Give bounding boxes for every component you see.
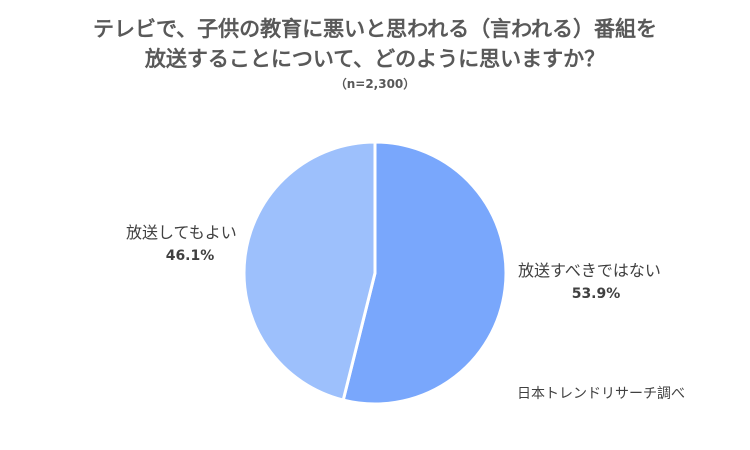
pie-labels: 放送すべきではない 53.9% 放送してもよい 46.1%	[126, 223, 661, 302]
chart-title: テレビで、子供の教育に悪いと思われる（言われる）番組を 放送することについて、ど…	[0, 14, 750, 74]
source-note: 日本トレンドリサーチ調べ	[517, 386, 685, 402]
pie-slice	[242, 140, 377, 402]
slice-label: 放送すべきではない	[518, 261, 661, 280]
chart-title-line1: テレビで、子供の教育に悪いと思われる（言われる）番組を	[92, 17, 658, 41]
chart-title-line2: 放送することについて、どのように思いますか？	[144, 47, 606, 71]
slice-value-label: 46.1%	[166, 248, 215, 264]
slice-label: 放送してもよい	[126, 223, 237, 242]
slice-value-label: 53.9%	[572, 286, 621, 302]
chart-subtitle: （n=2,300）	[334, 77, 416, 91]
pie-slices	[242, 140, 508, 406]
pie-slice	[341, 140, 508, 406]
